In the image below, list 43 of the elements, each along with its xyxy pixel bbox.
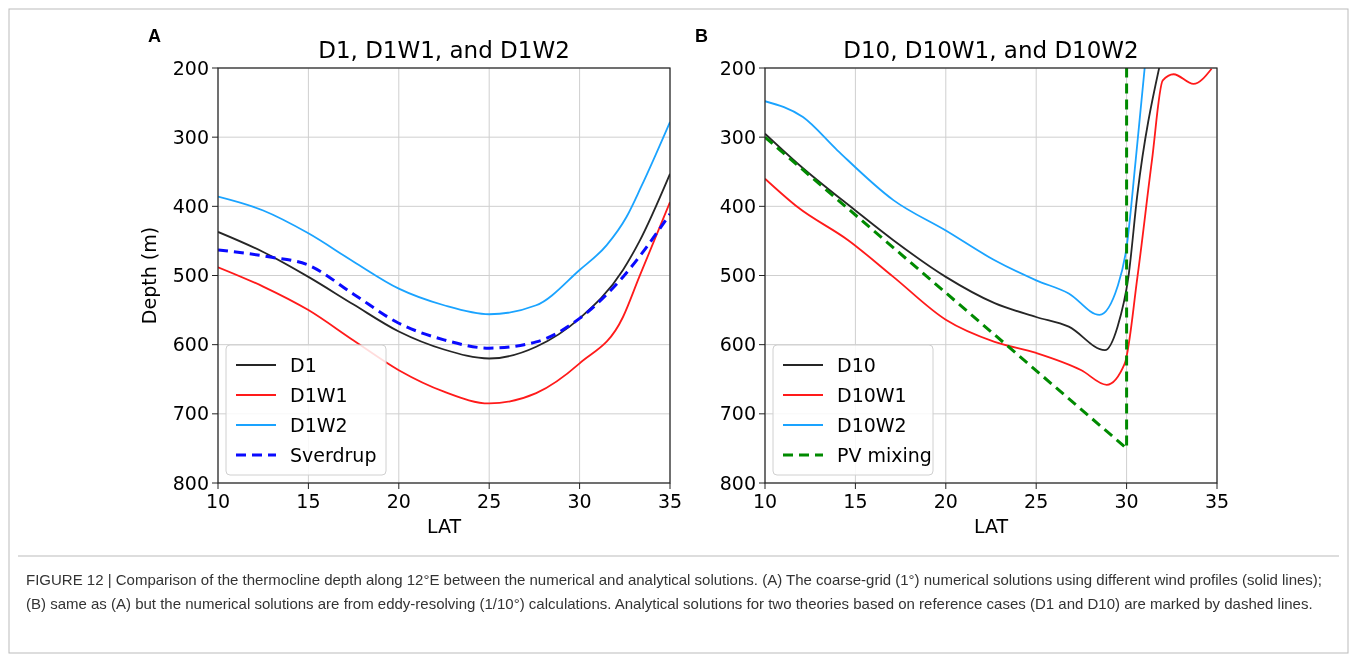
y-tick-label: 400 bbox=[719, 194, 756, 217]
y-tick-label: 400 bbox=[172, 194, 209, 217]
x-tick-label: 25 bbox=[477, 490, 502, 512]
legend-label: D10W2 bbox=[837, 413, 907, 436]
y-tick-label: 600 bbox=[172, 333, 209, 356]
y-axis-title: Depth (m) bbox=[138, 226, 160, 325]
line-series bbox=[218, 121, 670, 316]
text: A bbox=[148, 26, 161, 46]
line-series bbox=[765, 68, 1146, 316]
x-tick-label: 35 bbox=[1204, 490, 1230, 512]
x-axis-title: LAT bbox=[426, 515, 462, 537]
line-series bbox=[218, 212, 670, 350]
x-tick-label: 15 bbox=[843, 490, 868, 512]
y-tick-label: 200 bbox=[172, 56, 209, 79]
legend-label: D1W2 bbox=[290, 413, 348, 436]
x-tick-label: 30 bbox=[567, 490, 592, 512]
x-tick-label: 15 bbox=[296, 490, 321, 512]
y-tick-label: 300 bbox=[719, 125, 756, 148]
y-tick-label: 300 bbox=[172, 125, 209, 148]
text: B bbox=[695, 26, 708, 46]
x-tick-label: 20 bbox=[386, 490, 411, 512]
chart-title: D10, D10W1, and D10W2 bbox=[843, 37, 1139, 63]
x-axis-title: LAT bbox=[973, 515, 1009, 537]
y-tick-label: 600 bbox=[719, 333, 756, 356]
y-tick-label: 700 bbox=[172, 402, 209, 425]
y-tick-label: 200 bbox=[719, 56, 756, 79]
legend-label: D1 bbox=[290, 353, 317, 376]
line-series bbox=[218, 201, 670, 405]
line-series bbox=[765, 68, 1213, 386]
x-tick-label: 25 bbox=[1024, 490, 1049, 512]
y-tick-label: 500 bbox=[172, 264, 209, 287]
legend-label: D10W1 bbox=[837, 383, 907, 406]
y-tick-label: 500 bbox=[719, 264, 756, 287]
x-tick-label: 30 bbox=[1114, 490, 1139, 512]
x-tick-label: 35 bbox=[657, 490, 683, 512]
x-tick-label: 20 bbox=[933, 490, 958, 512]
legend-label: Sverdrup bbox=[290, 443, 377, 466]
caption: FIGURE 12 | Comparison of the thermocline depth along 12°E between the numerical and analytical solutions. (A) The coarse-grid (1°) numerical solutions using different wind profiles (solid lines); (B) same as (A) but the numerical solutions are from eddy-resolving (1/10°) calculations. Analytical solutions for two theories based on reference cases (D1 and D10) are marked by dashed lines. bbox=[26, 570, 1323, 614]
legend-label: D10 bbox=[837, 353, 876, 376]
legend-label: D1W1 bbox=[290, 383, 348, 406]
chart-title: D1, D1W1, and D1W2 bbox=[318, 37, 570, 63]
y-tick-label: 700 bbox=[719, 402, 756, 425]
legend-label: PV mixing bbox=[837, 443, 932, 466]
